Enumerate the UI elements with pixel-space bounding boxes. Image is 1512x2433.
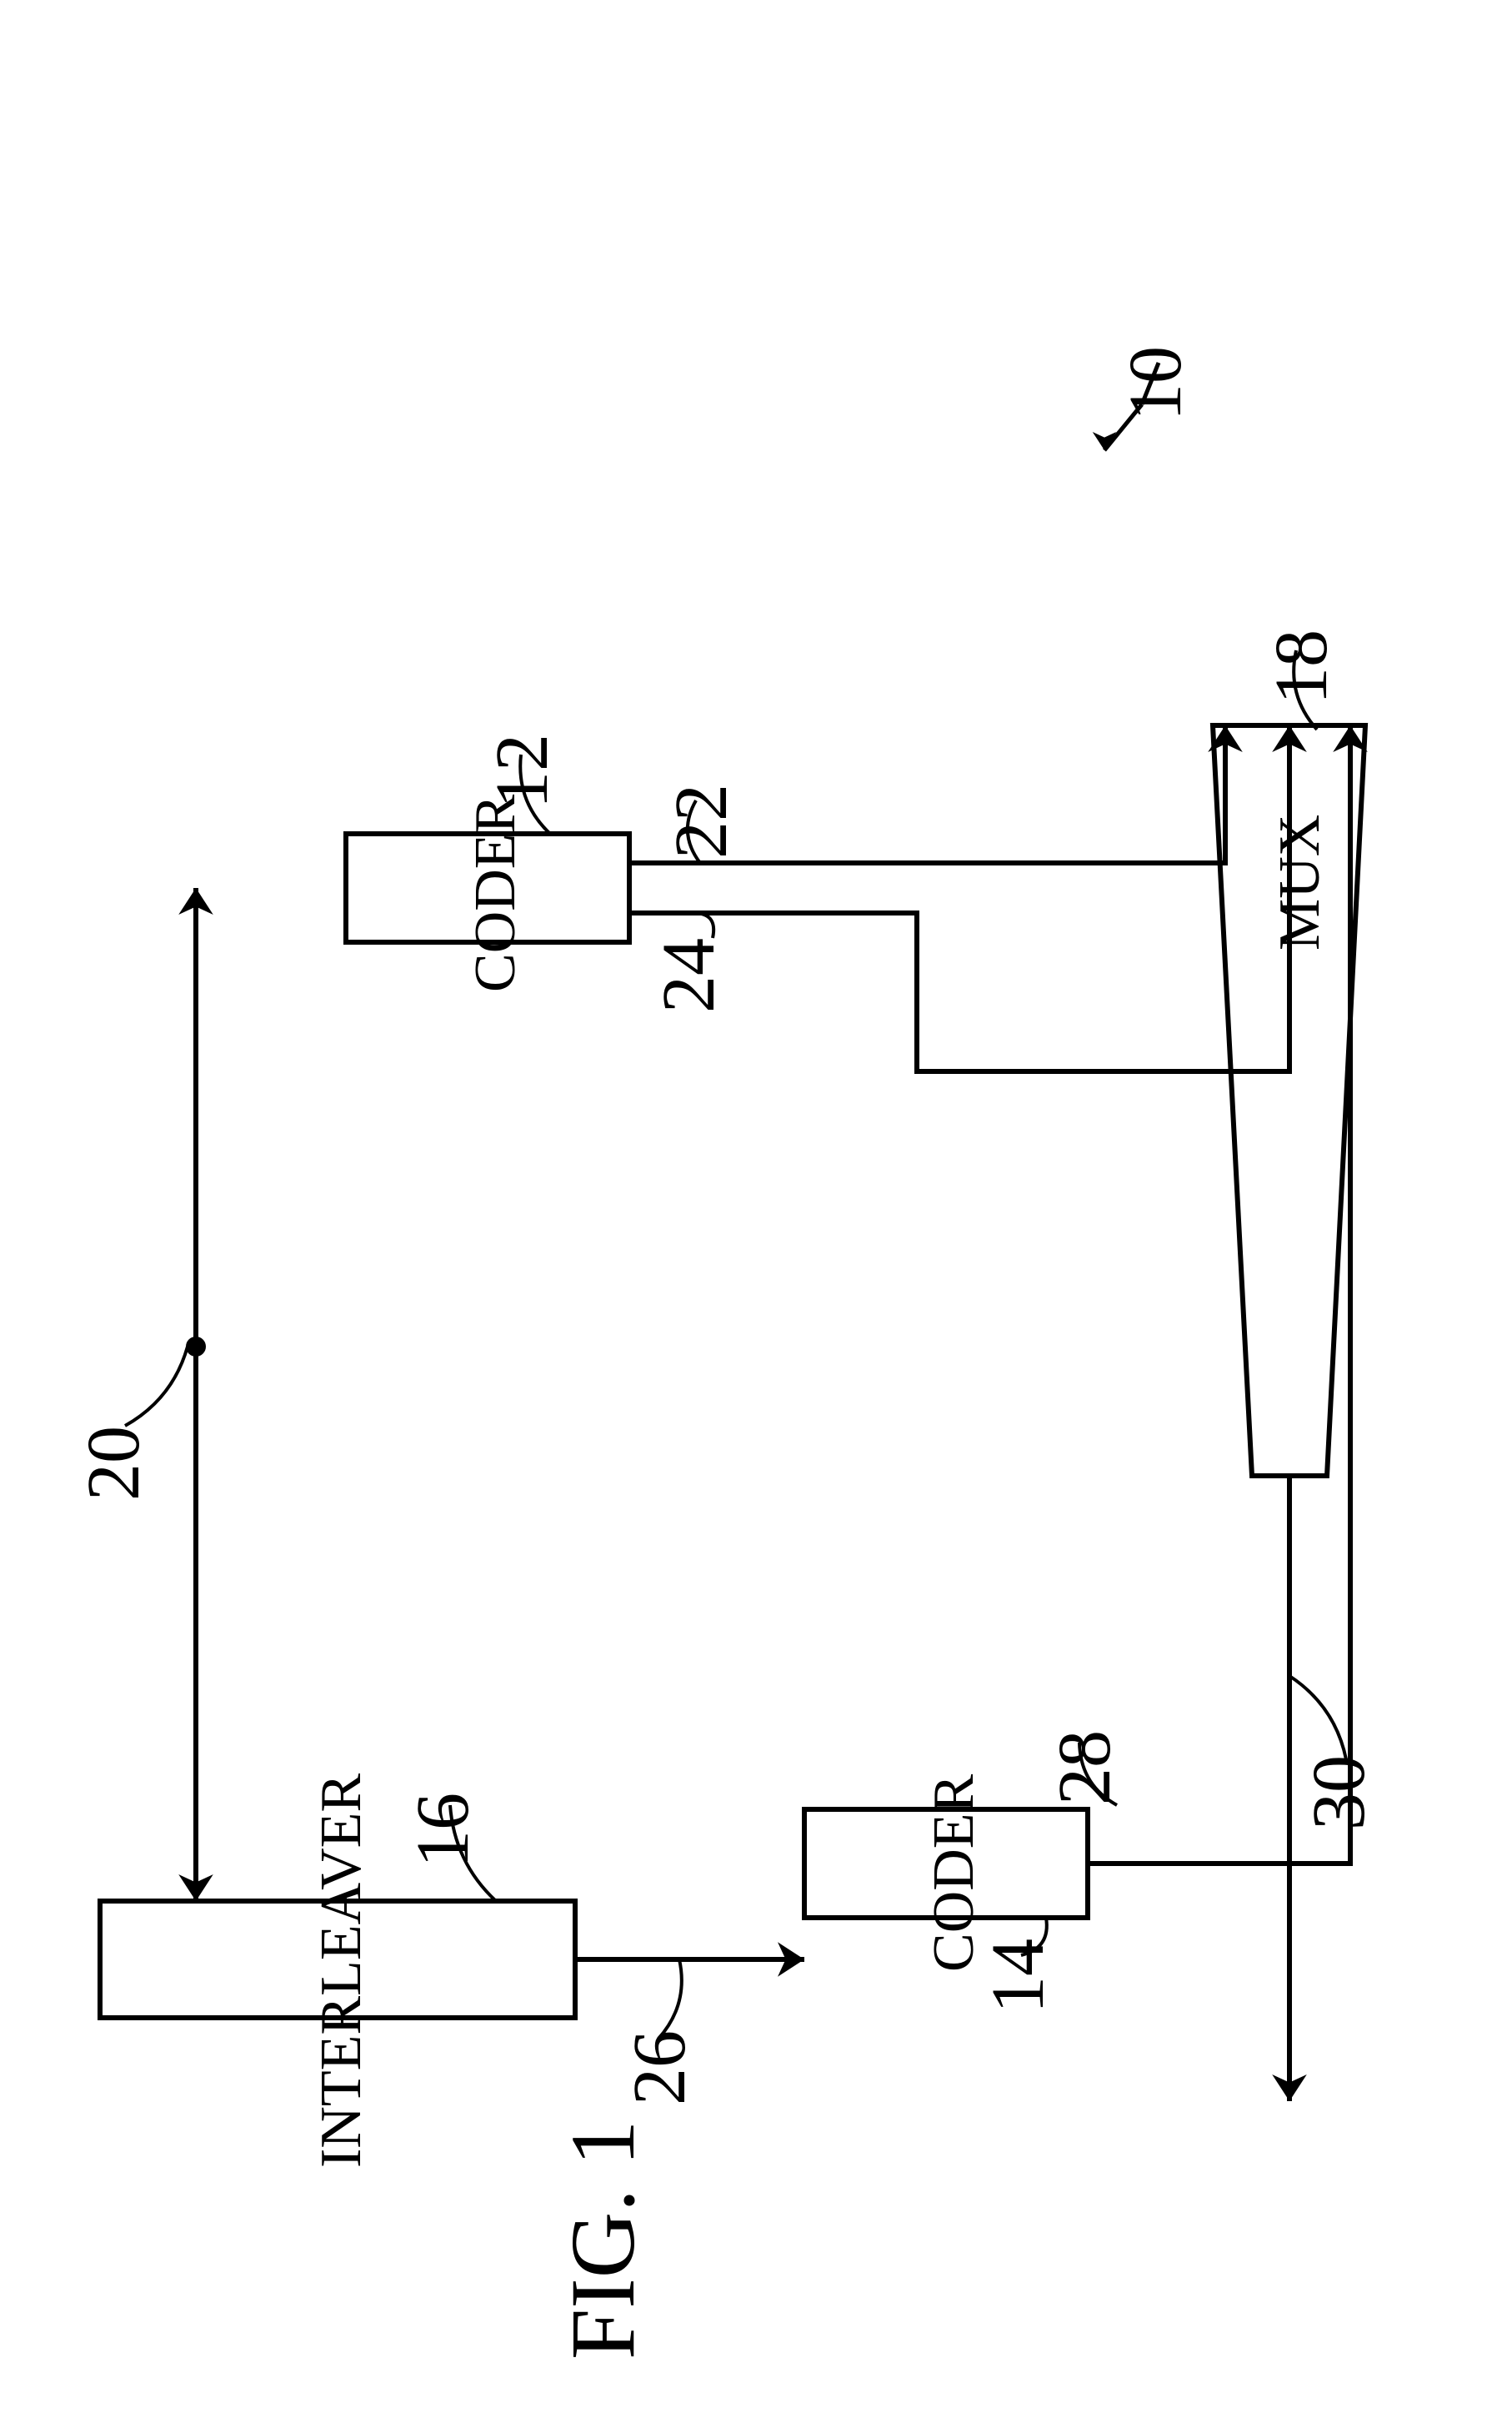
ref-input-20: 20 (71, 1426, 157, 1501)
ref-coder1: 12 (479, 734, 565, 809)
ref-sig-30: 30 (1296, 1755, 1382, 1830)
block-coder1-label: CODER (463, 795, 529, 992)
ref-coder2: 14 (975, 1939, 1061, 2014)
ref-overall: 10 (1113, 346, 1199, 421)
ref-sig-24: 24 (646, 938, 732, 1013)
figure-caption: FIG. 1 (550, 2120, 656, 2360)
ref-sig-26: 26 (617, 2030, 703, 2105)
ref-mux: 18 (1259, 630, 1344, 705)
figure-rotation-wrapper: FIG. 110CODERINTERLEAVERCODERMUX12161418… (0, 0, 1512, 2433)
ref-interleaver: 16 (400, 1793, 486, 1868)
ref-sig-22: 22 (658, 784, 744, 859)
ref-sig-28: 28 (1042, 1730, 1128, 1805)
block-interleaver-label: INTERLEAVER (308, 1773, 375, 2168)
block-mux-label: MUX (1267, 815, 1334, 951)
